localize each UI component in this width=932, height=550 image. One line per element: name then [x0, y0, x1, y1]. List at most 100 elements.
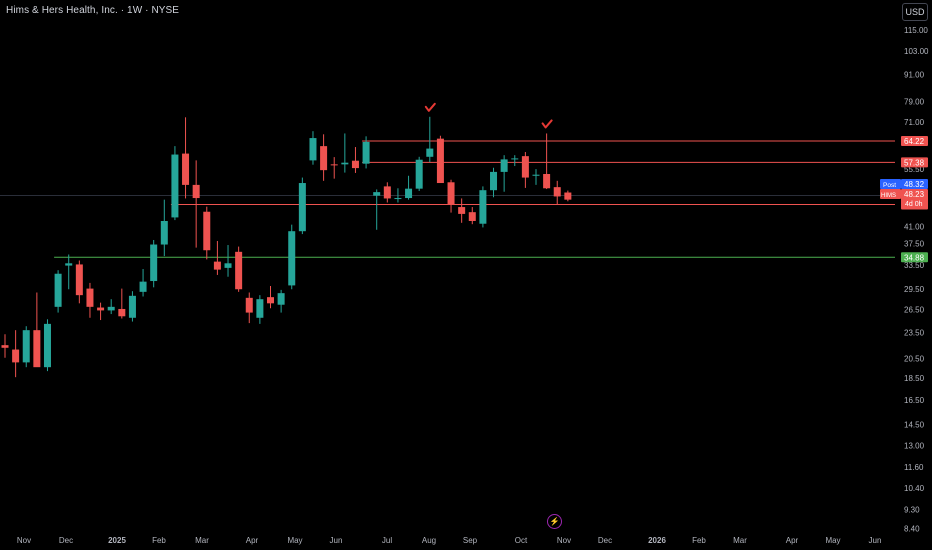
candle-body — [43, 323, 51, 368]
candle-body — [436, 138, 444, 184]
lightning-icon[interactable]: ⚡ — [547, 514, 562, 529]
candle-body — [245, 297, 253, 313]
y-tick-label: 29.50 — [904, 285, 925, 294]
candle — [383, 182, 391, 203]
x-tick-label: Sep — [463, 536, 478, 545]
y-tick-label: 18.50 — [904, 374, 925, 383]
candle-body — [288, 231, 296, 286]
candle-body — [341, 162, 349, 165]
candle — [405, 175, 413, 200]
candle-body — [224, 263, 232, 268]
candle-body — [128, 295, 136, 318]
candle-body — [97, 307, 105, 311]
candle-body — [383, 186, 391, 199]
candle-body — [330, 164, 338, 166]
candle — [351, 147, 359, 173]
candle-body — [86, 288, 94, 307]
candle-body — [458, 207, 466, 214]
x-tick-label: Feb — [692, 536, 706, 545]
candle-body — [447, 182, 455, 205]
candle — [213, 240, 221, 275]
candle — [107, 299, 115, 315]
candle — [362, 136, 370, 169]
level-price-tag: 64.22 — [901, 135, 928, 146]
candle-body — [426, 148, 434, 157]
candle-body — [182, 153, 190, 185]
y-tick-label: 41.00 — [904, 222, 925, 231]
price-labels-layer: 64.2257.3846.0134.88Post48.32HIMS48.234d… — [880, 135, 928, 262]
check-marker-icon — [424, 102, 436, 112]
candle — [426, 116, 434, 163]
candle — [150, 239, 158, 288]
markers-layer — [424, 102, 553, 129]
candle-body — [33, 330, 41, 368]
candle-body — [150, 244, 158, 282]
candle-body — [160, 220, 168, 245]
candle-body — [192, 184, 200, 199]
candle — [65, 254, 73, 290]
post-tag-text: Post — [883, 182, 896, 189]
candle-body — [139, 281, 147, 292]
currency-button[interactable]: USD — [902, 3, 928, 21]
candle-body — [65, 263, 73, 266]
candle — [479, 186, 487, 228]
candle-body — [107, 306, 115, 311]
y-tick-label: 14.50 — [904, 421, 925, 430]
candle — [415, 156, 423, 191]
candle — [256, 295, 264, 324]
candle — [171, 146, 179, 221]
x-tick-label: May — [825, 536, 840, 545]
candle — [373, 189, 381, 230]
candle — [86, 282, 94, 318]
candle-body — [468, 212, 476, 221]
candle-body — [298, 183, 306, 232]
candle — [458, 198, 466, 223]
y-tick-label: 8.40 — [904, 525, 920, 534]
candle-body — [479, 190, 487, 224]
candle — [54, 270, 62, 313]
y-tick-label: 91.00 — [904, 71, 925, 80]
price-tag-text: 64.22 — [904, 137, 925, 146]
check-marker-icon — [541, 119, 553, 129]
x-tick-label: Oct — [515, 536, 528, 545]
level-price-tag: 57.38 — [901, 157, 928, 168]
candle — [500, 155, 508, 192]
candle — [245, 292, 253, 324]
y-tick-label: 16.50 — [904, 396, 925, 405]
candle-body — [213, 261, 221, 270]
candle — [97, 302, 105, 321]
candle-body — [118, 308, 126, 317]
x-tick-label: 2026 — [648, 536, 666, 545]
candle-body — [171, 154, 179, 218]
x-tick-label: Nov — [557, 536, 571, 545]
y-tick-label: 20.50 — [904, 355, 925, 364]
candle — [564, 190, 572, 202]
candle-body — [564, 192, 572, 200]
candle — [224, 245, 232, 277]
y-tick-label: 23.50 — [904, 329, 925, 338]
candle — [160, 199, 168, 257]
x-tick-label: Mar — [195, 536, 209, 545]
candle-body — [203, 211, 211, 251]
x-tick-label: Dec — [59, 536, 73, 545]
y-tick-label: 71.00 — [904, 118, 925, 127]
price-tag — [901, 157, 928, 168]
price-axis[interactable]: 115.00 103.00 91.00 79.00 71.00 55.50 41.00 37.… — [904, 26, 929, 534]
y-tick-label: 103.00 — [904, 47, 929, 56]
candle-body — [1, 345, 9, 348]
candle-body — [12, 349, 20, 363]
candle — [490, 167, 498, 198]
price-tag — [901, 135, 928, 146]
candle — [341, 133, 349, 173]
candle — [309, 131, 317, 165]
candle — [543, 133, 551, 190]
y-tick-label: 11.60 — [904, 463, 924, 472]
candle — [12, 330, 20, 378]
candle-body — [267, 297, 274, 304]
x-tick-label: Apr — [786, 536, 799, 545]
time-axis[interactable]: Nov Dec 2025 Feb Mar Apr May Jun Jul Aug Sep Oct Nov… — [17, 536, 882, 545]
candle — [75, 260, 83, 304]
chart-title: Hims & Hers Health, Inc. · 1W · NYSE — [6, 5, 180, 16]
candle — [203, 206, 211, 260]
